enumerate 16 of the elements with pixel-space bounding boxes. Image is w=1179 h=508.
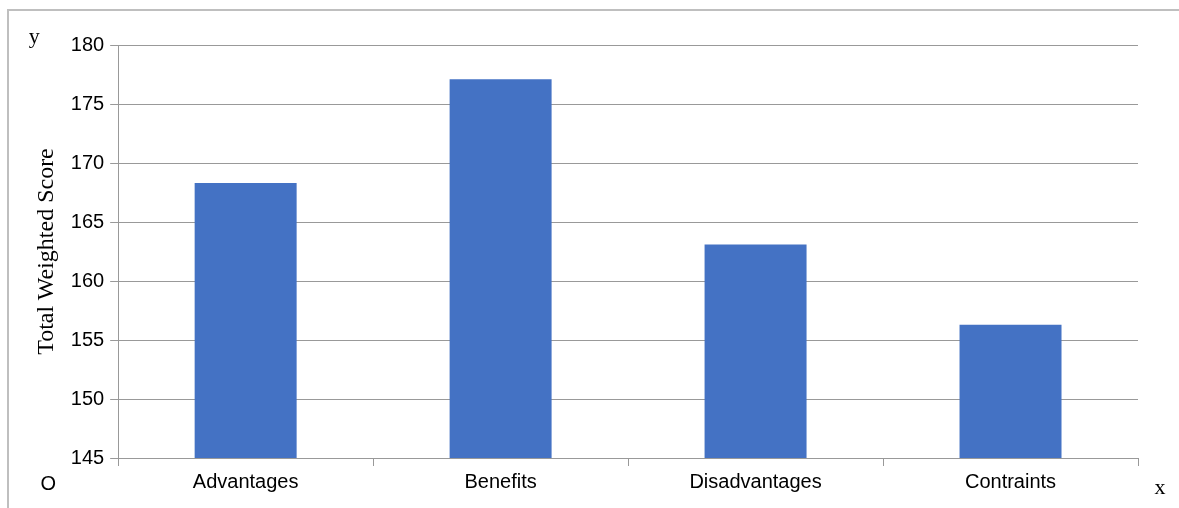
y-tick-label: 170 (70, 150, 105, 173)
x-tick-label: Disadvantages (689, 469, 822, 492)
text: x (1154, 473, 1166, 499)
x-tick-label: Advantages (192, 469, 299, 492)
y-tick-label: 145 (70, 445, 105, 468)
text: y (28, 22, 40, 48)
text: O (40, 471, 56, 494)
x-tick-label: Contraints (964, 469, 1057, 492)
y-tick-label: 165 (70, 209, 105, 232)
x-tick-label: Benefits (464, 469, 537, 492)
y-axis-title: Total Weighted Score (31, 148, 58, 355)
y-tick-label: 160 (70, 268, 105, 291)
y-tick-label: 180 (70, 32, 105, 55)
y-tick-label: 175 (70, 91, 105, 114)
y-tick-label: 155 (70, 327, 105, 350)
y-tick-label: 150 (70, 386, 105, 409)
